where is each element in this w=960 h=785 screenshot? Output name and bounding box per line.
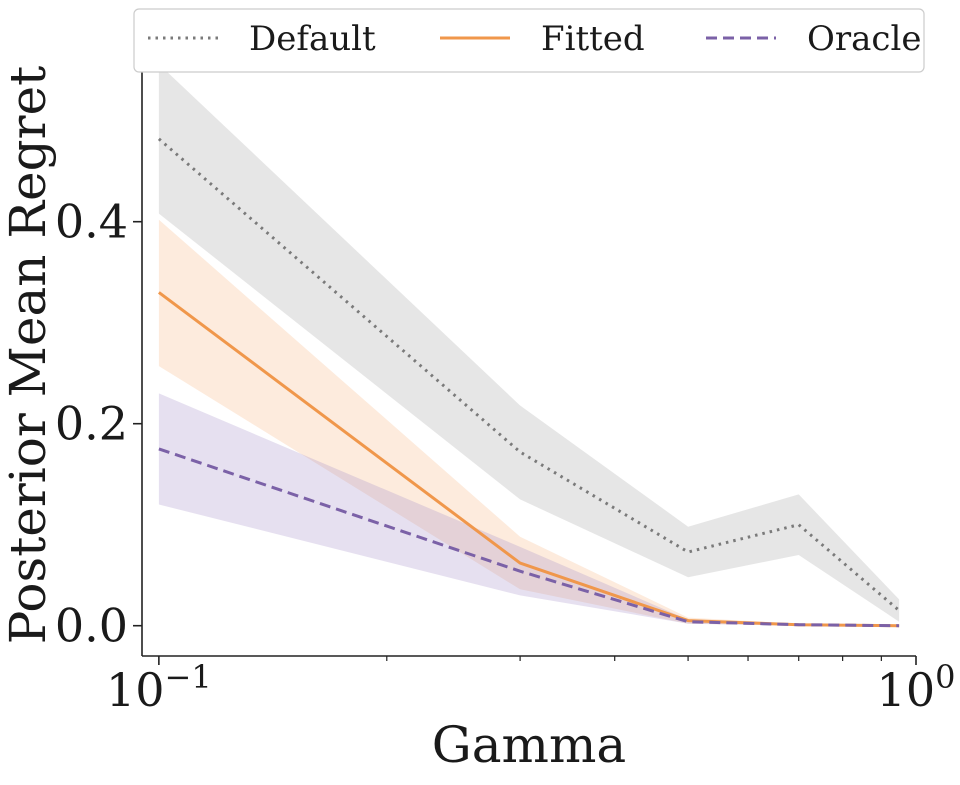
legend-frame (133, 8, 925, 73)
x-tick-label: 100 (877, 658, 956, 717)
fitted-band (158, 219, 900, 626)
y-tick-label: 0.0 (55, 599, 128, 653)
y-ticks: 0.0 0.2 0.4 (55, 195, 142, 653)
x-ticks: 10−1 100 (106, 656, 955, 717)
x-axis-label: Gamma (432, 716, 626, 774)
y-axis-label: Posterior Mean Regret (0, 66, 57, 644)
confidence-bands (158, 64, 900, 626)
legend-oracle-label: Oracle (807, 19, 921, 59)
x-tick-label: 10−1 (106, 658, 212, 717)
legend: Default Fitted Oracle (133, 8, 925, 73)
axes (141, 50, 916, 657)
legend-fitted-label: Fitted (541, 19, 645, 59)
oracle-band (158, 393, 900, 626)
default-band (158, 64, 900, 622)
y-tick-label: 0.2 (55, 397, 128, 451)
series-lines (157, 137, 901, 628)
legend-default-label: Default (249, 19, 376, 59)
y-tick-label: 0.4 (55, 195, 128, 249)
oracle-line (158, 447, 900, 628)
